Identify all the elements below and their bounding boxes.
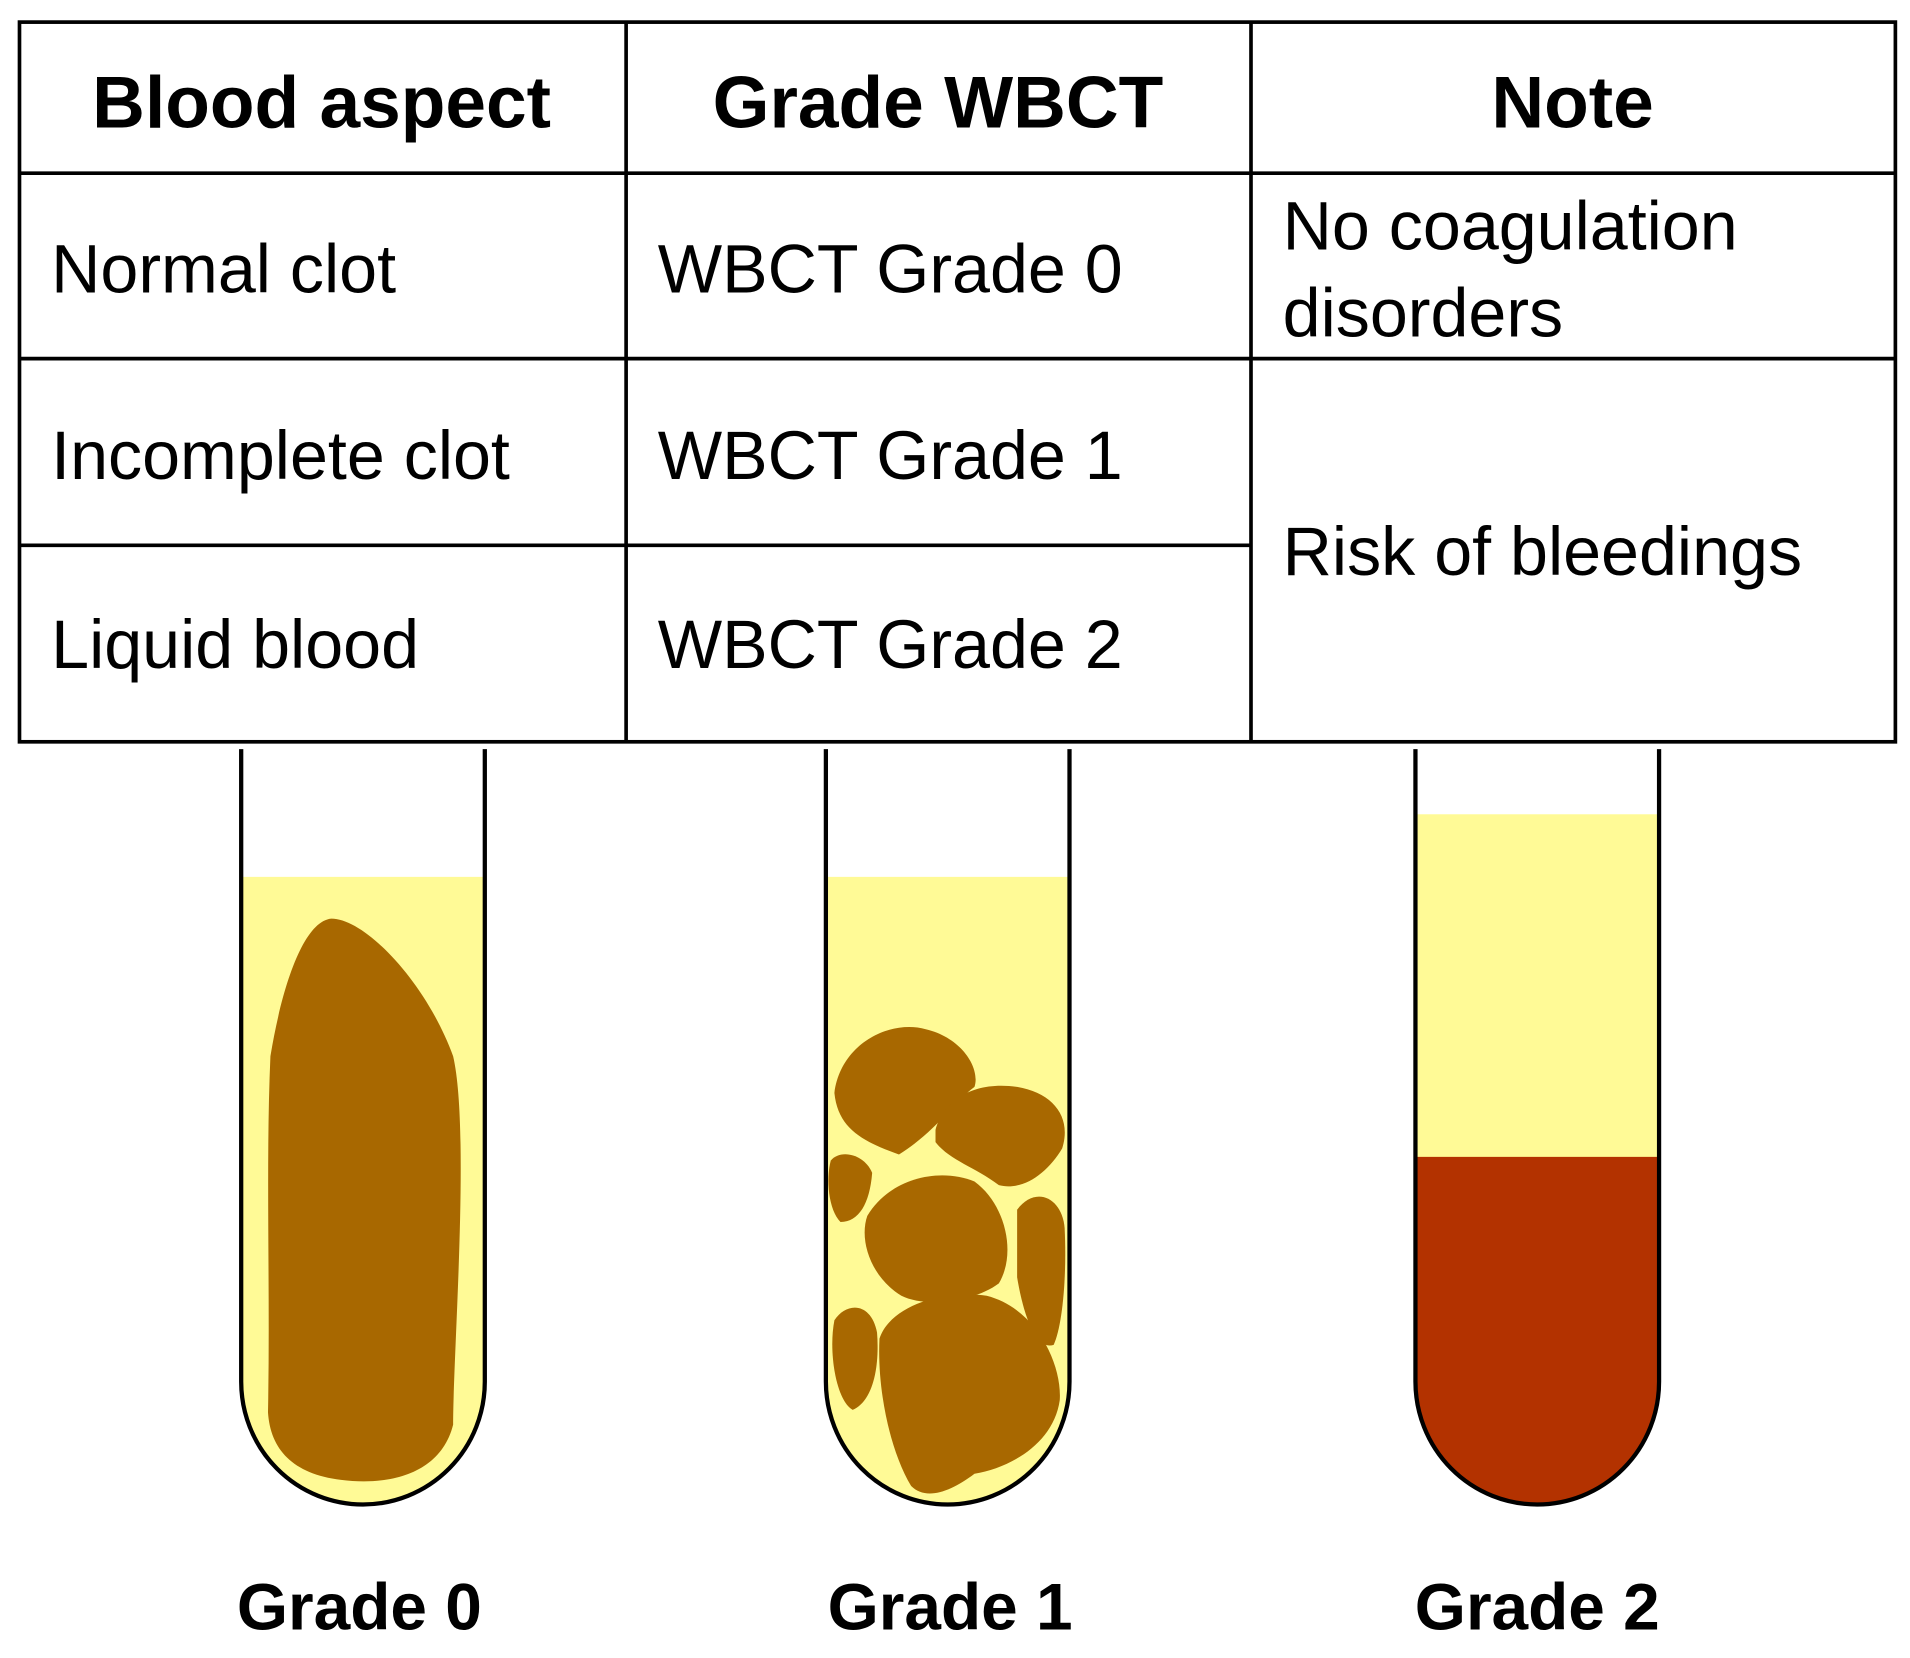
cell: WBCT Grade 2 bbox=[658, 606, 1123, 683]
clot-piece bbox=[864, 1175, 1008, 1303]
clot-piece bbox=[828, 1154, 873, 1223]
clot-piece bbox=[834, 1027, 976, 1155]
tube-outline bbox=[1413, 749, 1662, 1507]
tube-outline bbox=[823, 749, 1072, 1507]
tube-outline bbox=[239, 749, 487, 1507]
header-cell: Grade WBCT bbox=[713, 61, 1164, 143]
liquid-blood bbox=[1415, 1156, 1660, 1505]
tube-0 bbox=[239, 749, 487, 1507]
clot-piece bbox=[1017, 1196, 1066, 1346]
header-cell: Blood aspect bbox=[92, 61, 551, 143]
header-cell: Note bbox=[1491, 61, 1653, 143]
tube-label: Grade 0 bbox=[237, 1570, 482, 1644]
serum bbox=[1415, 814, 1660, 1159]
clot-piece bbox=[935, 1085, 1065, 1187]
table-border bbox=[17, 20, 1898, 744]
tube-label: Grade 1 bbox=[828, 1570, 1073, 1644]
note-line: No coagulation bbox=[1283, 187, 1738, 264]
clot bbox=[267, 918, 461, 1482]
cell: Incomplete clot bbox=[51, 417, 510, 494]
cell: Liquid blood bbox=[51, 606, 419, 683]
cell: WBCT Grade 1 bbox=[658, 417, 1123, 494]
note-line: Risk of bleedings bbox=[1283, 513, 1802, 590]
cell: Normal clot bbox=[51, 230, 396, 307]
tube-1 bbox=[823, 749, 1072, 1507]
tube-2 bbox=[1413, 749, 1662, 1507]
clot-piece bbox=[879, 1294, 1060, 1494]
note-line: disorders bbox=[1283, 274, 1564, 351]
tube-label: Grade 2 bbox=[1415, 1570, 1660, 1644]
clot-piece bbox=[832, 1307, 878, 1410]
table: Blood aspect Grade WBCT Note Normal clot… bbox=[17, 20, 1898, 744]
cell: WBCT Grade 0 bbox=[658, 230, 1123, 307]
